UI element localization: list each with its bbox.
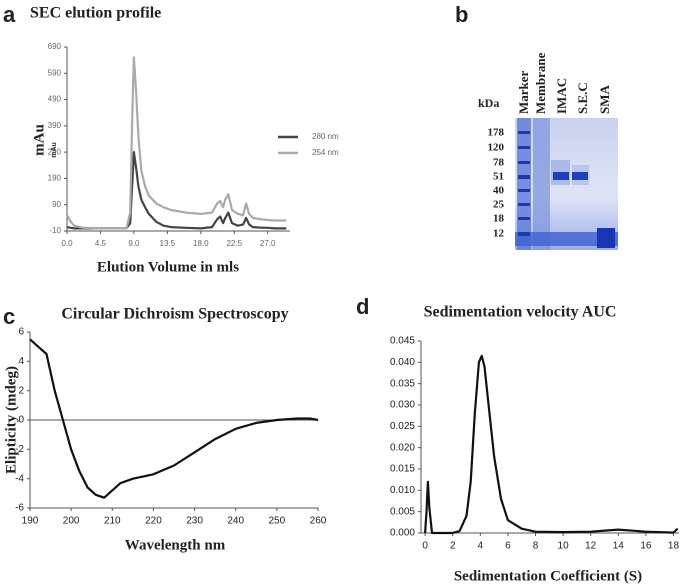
x-tick-label: 200 <box>63 516 80 527</box>
y-tick-label: 0.010 <box>390 485 415 496</box>
x-tick-label: 14 <box>613 541 625 552</box>
chart-title: SEC elution profile <box>30 5 161 22</box>
x-tick-label: 4 <box>478 541 484 552</box>
data-line <box>29 338 319 499</box>
ladder-label: 18 <box>493 213 505 225</box>
x-tick-label: 12 <box>585 541 597 552</box>
y-tick-label: 0 <box>18 415 24 426</box>
y-tick-label: 2 <box>18 385 24 396</box>
x-tick-label: 18 <box>668 541 680 552</box>
x-tick-label: 250 <box>269 516 286 527</box>
ladder-label: 12 <box>493 228 505 240</box>
x-tick-label: 9.0 <box>128 239 140 248</box>
y-tick-label: 0.020 <box>390 442 415 453</box>
y-tick-label: 290 <box>48 147 62 156</box>
y-tick-label: 0.015 <box>390 464 415 475</box>
ladder-label: 25 <box>493 199 505 211</box>
x-tick-label: 0 <box>422 541 428 552</box>
lane-label: Membrane <box>533 52 548 114</box>
lane-label: IMAC <box>554 78 569 114</box>
x-tick-label: 220 <box>145 516 162 527</box>
y-tick-label: 0.025 <box>390 421 415 432</box>
ladder-label: 40 <box>493 185 505 197</box>
y-tick-label: -4 <box>15 473 24 484</box>
panel-label: a <box>3 2 16 27</box>
y-axis-label: Elipticity (mdeg) <box>3 366 19 474</box>
x-tick-label: 18.0 <box>193 239 209 248</box>
y-tick-label: 590 <box>48 68 62 77</box>
data-line <box>424 354 679 535</box>
y-tick-label: 0.035 <box>390 378 415 389</box>
x-axis-label: Sedimentation Coefficient (S) <box>454 568 642 584</box>
y-axis-label: mAu <box>31 124 47 156</box>
panel-label: d <box>356 294 369 319</box>
y-tick-label: -2 <box>15 444 24 455</box>
x-tick-label: 10 <box>558 541 570 552</box>
x-tick-label: 16 <box>640 541 652 552</box>
x-axis-label: Wavelength nm <box>125 537 226 553</box>
gel-unit: kDa <box>478 96 499 110</box>
lane-label: S.E.C <box>575 82 590 114</box>
chart-title: Circular Dichroism Spectroscopy <box>61 306 288 323</box>
y-tick-label: 0.000 <box>390 528 415 539</box>
ladder-label: 120 <box>488 142 505 154</box>
ladder-label: 78 <box>493 157 505 169</box>
y-tick-label: 0.030 <box>390 400 415 411</box>
y-axis-label-small: mAu <box>51 142 58 158</box>
lane-label: Marker <box>516 70 531 114</box>
y-tick-label: -10 <box>49 226 61 235</box>
y-tick-label: 0.005 <box>390 506 415 517</box>
x-tick-label: 190 <box>22 516 39 527</box>
data-line <box>66 56 287 230</box>
y-tick-label: 190 <box>48 174 62 183</box>
y-tick-label: 0.040 <box>390 357 415 368</box>
ladder-label: 51 <box>493 171 504 183</box>
x-axis-label: Elution Volume in mls <box>97 259 239 275</box>
x-tick-label: 210 <box>104 516 121 527</box>
x-tick-label: 230 <box>186 516 203 527</box>
x-tick-label: 2 <box>450 541 456 552</box>
y-tick-label: 4 <box>18 356 24 367</box>
x-tick-label: 260 <box>310 516 327 527</box>
x-tick-label: 6 <box>505 541 511 552</box>
gel-image <box>515 118 618 250</box>
legend-label: 280 nm <box>312 132 339 141</box>
y-tick-label: 90 <box>52 200 61 209</box>
y-tick-label: 0.045 <box>390 336 415 347</box>
y-tick-label: 690 <box>48 42 62 51</box>
x-tick-label: 0.0 <box>61 239 73 248</box>
x-tick-label: 22.5 <box>226 239 242 248</box>
x-tick-label: 8 <box>533 541 539 552</box>
panel-label: b <box>455 2 468 27</box>
y-tick-label: 390 <box>48 121 62 130</box>
lane-label: SMA <box>597 85 612 115</box>
y-tick-label: -6 <box>15 503 24 514</box>
y-tick-label: 6 <box>18 327 24 338</box>
x-tick-label: 4.5 <box>95 239 107 248</box>
x-tick-label: 13.5 <box>160 239 176 248</box>
chart-title: Sedimentation velocity AUC <box>424 304 617 321</box>
x-tick-label: 27.0 <box>260 239 276 248</box>
y-tick-label: 490 <box>48 95 62 104</box>
legend-label: 254 nm <box>312 148 339 157</box>
ladder-label: 178 <box>488 127 505 139</box>
x-tick-label: 240 <box>227 516 244 527</box>
panel-label: c <box>3 304 15 329</box>
